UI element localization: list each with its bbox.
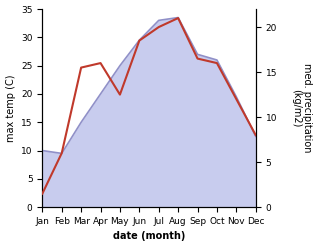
- Y-axis label: med. precipitation
(kg/m2): med. precipitation (kg/m2): [291, 63, 313, 153]
- Y-axis label: max temp (C): max temp (C): [5, 74, 16, 142]
- X-axis label: date (month): date (month): [113, 231, 185, 242]
